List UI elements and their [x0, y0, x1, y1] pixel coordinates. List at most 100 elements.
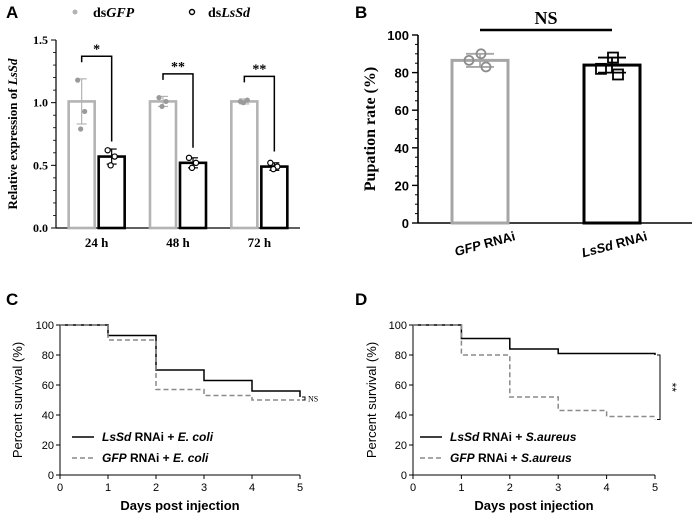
point-a-dslssd-2-2 — [270, 165, 277, 173]
panel-letter-b: B — [355, 3, 367, 22]
survival-curve-d-0 — [413, 324, 656, 355]
x-tick-label-b-0-part-1: RNAi — [479, 228, 517, 252]
x-tick-label-a-2: 72 h — [248, 235, 272, 250]
significance-bracket-a-0 — [80, 55, 113, 142]
legend-label-c-0-part-0: LsSd — [102, 430, 132, 444]
x-tick-label-b-1-part-1: RNAi — [611, 228, 649, 252]
point-a-dslssd-1-0 — [185, 154, 193, 162]
legend-label-dsgfp-part-1: GFP — [106, 6, 134, 21]
bar-a-dsGFP-2 — [230, 100, 259, 230]
x-tick-label-c-4: 4 — [249, 482, 255, 494]
point-b-gfp-2 — [480, 61, 492, 73]
point-a-dslssd-2-0 — [267, 159, 274, 167]
legend-label-c-0: LsSd RNAi + E. coli — [102, 430, 214, 444]
panel-letter-c: C — [6, 290, 18, 309]
bar-a-dsLsSd-1 — [178, 161, 208, 230]
legend-label-d-1-part-0: GFP — [450, 451, 476, 465]
y-tick-label-b-5: 100 — [387, 28, 409, 43]
x-tick-label-d-5: 5 — [652, 482, 658, 494]
legend-label-c-1-part-0: GFP — [102, 451, 128, 465]
legend-marker-dsgfp — [72, 9, 78, 15]
legend-label-c-1-part-1: RNAi + — [127, 451, 173, 465]
y-axis-label-d: Percent survival (%) — [364, 342, 379, 458]
x-axis-label-c: Days post injection — [120, 498, 239, 513]
point-b-lssd-1 — [595, 62, 607, 75]
point-b-lssd-0 — [607, 51, 619, 64]
bar-a-dsLsSd-2 — [260, 165, 289, 230]
point-a-dslssd-0-0 — [104, 147, 111, 154]
bar-b-1 — [582, 63, 642, 225]
y-tick-label-d-3: 60 — [395, 380, 407, 392]
bar-a-dsGFP-1 — [148, 100, 178, 230]
x-tick-label-c-1: 1 — [105, 482, 111, 494]
bar-b-0 — [450, 58, 510, 225]
y-tick-label-c-4: 80 — [42, 350, 54, 362]
y-tick-label-b-1: 20 — [395, 178, 409, 193]
y-axis-label-a: Relative expression of LsSd — [5, 58, 20, 210]
legend-label-c-1-part-2: E. coli — [173, 451, 209, 465]
legend-label-c-0-part-2: E. coli — [178, 430, 214, 444]
x-tick-label-a-0: 24 h — [85, 235, 109, 250]
y-tick-label-d-1: 20 — [395, 440, 407, 452]
legend-label-d-0-part-1: RNAi + — [479, 430, 525, 444]
legend-label-c-0-part-1: RNAi + — [131, 430, 177, 444]
significance-label-d: ** — [665, 383, 679, 393]
x-tick-label-d-2: 2 — [507, 482, 513, 494]
significance-bracket-d — [657, 354, 661, 420]
point-a-dslssd-1-2 — [188, 164, 196, 172]
point-a-dslssd-0-2 — [107, 162, 114, 169]
point-a-dsgfp-2-2 — [240, 100, 246, 106]
legend-label-d-1-part-1: RNAi + — [475, 451, 521, 465]
significance-bracket-a-1 — [162, 73, 194, 148]
x-tick-label-b-0-part-0: GFP — [453, 237, 483, 258]
point-a-dsgfp-1-2 — [159, 103, 165, 110]
legend-label-d-0-part-2: S.aureus — [526, 430, 577, 444]
x-tick-label-d-4: 4 — [604, 482, 610, 494]
y-tick-label-b-2: 40 — [395, 141, 409, 156]
x-tick-label-b-1: LsSd RNAi — [580, 228, 649, 260]
y-tick-label-a-0: 0.0 — [33, 221, 48, 235]
y-tick-label-d-5: 100 — [389, 320, 407, 332]
y-tick-label-b-0: 0 — [402, 216, 409, 231]
survival-curve-c-1 — [60, 324, 300, 401]
point-a-dsgfp-1-1 — [163, 98, 169, 105]
y-tick-label-d-2: 40 — [395, 410, 407, 422]
significance-label-c: NS — [308, 395, 318, 404]
x-tick-label-b-0: GFP RNAi — [453, 228, 517, 259]
y-axis-label-c: Percent survival (%) — [10, 342, 25, 458]
legend-label-dsgfp-part-0: ds — [93, 6, 107, 21]
legend-label-dslssd-part-1: LsSd — [220, 6, 251, 21]
y-tick-label-c-3: 60 — [42, 380, 54, 392]
x-tick-label-c-2: 2 — [153, 482, 159, 494]
x-tick-label-a-1: 48 h — [166, 235, 190, 250]
x-tick-label-d-3: 3 — [555, 482, 561, 494]
point-a-dsgfp-2-1 — [244, 97, 250, 103]
point-b-gfp-1 — [463, 54, 475, 66]
panel-letter-d: D — [355, 290, 367, 309]
point-b-lssd-2 — [612, 68, 624, 81]
y-tick-label-b-4: 80 — [395, 66, 409, 81]
significance-label-a-1: ** — [171, 60, 185, 75]
y-axis-label-b: Pupation rate (%) — [362, 67, 379, 191]
legend-label-dslssd: dsLsSd — [208, 6, 251, 21]
y-tick-label-d-4: 80 — [395, 350, 407, 362]
panel-a: A 0.0 0.5 1.0 1.5 Relative expression of LsSd… — [5, 3, 300, 250]
y-tick-label-c-2: 40 — [42, 410, 54, 422]
y-tick-label-a-1: 0.5 — [33, 158, 48, 172]
legend-label-c-1: GFP RNAi + E. coli — [102, 451, 209, 465]
point-a-dsgfp-1-0 — [156, 95, 162, 101]
x-axis-label-d: Days post injection — [474, 498, 593, 513]
point-a-dslssd-0-1 — [111, 153, 118, 160]
legend-marker-dslssd — [188, 8, 196, 16]
point-a-dsgfp-0-2 — [78, 126, 84, 132]
panel-d: D 0 20 40 60 80 100 0 1 2 3 4 5 Percent survival (%) D… — [355, 290, 679, 513]
y-tick-label-a-3: 1.5 — [33, 33, 48, 47]
y-tick-label-c-1: 20 — [42, 440, 54, 452]
x-tick-label-c-0: 0 — [57, 482, 63, 494]
point-b-gfp-0 — [475, 48, 487, 60]
y-tick-label-c-5: 100 — [36, 320, 54, 332]
y-tick-label-a-2: 1.0 — [33, 96, 48, 110]
legend-label-d-1: GFP RNAi + S.aureus — [450, 451, 572, 465]
